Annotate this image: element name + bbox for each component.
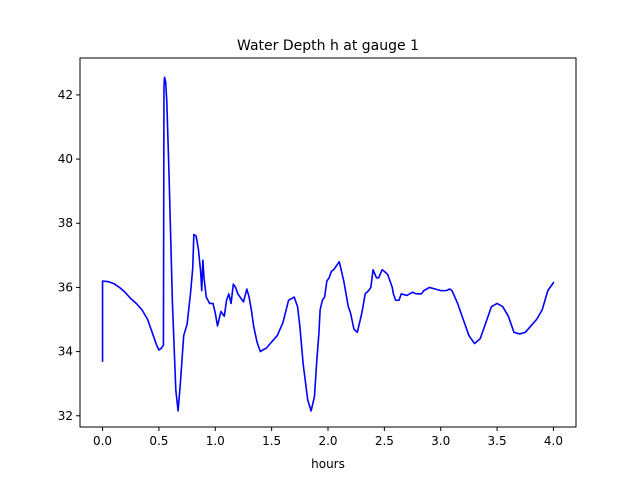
x-tick-label: 2.0 — [318, 434, 337, 448]
plot-area — [101, 76, 555, 412]
series-line-0 — [101, 76, 555, 412]
plot-frame — [79, 57, 577, 428]
x-tick-label: 4.0 — [544, 434, 563, 448]
x-tick-label: 3.5 — [488, 434, 507, 448]
x-tick-label: 2.5 — [375, 434, 394, 448]
y-tick-label: 36 — [58, 280, 73, 294]
chart-title: Water Depth h at gauge 1 — [237, 38, 419, 54]
x-tick-label: 1.5 — [262, 434, 281, 448]
x-tick-label: 0.0 — [93, 434, 112, 448]
x-tick-label: 1.0 — [206, 434, 225, 448]
axes: 0.0 0.5 1.0 1.5 2.0 2.5 3.0 3.5 4.0 32 34 36 38 40 42 — [58, 57, 577, 448]
y-tick-label: 42 — [58, 88, 73, 102]
y-tick-label: 40 — [58, 152, 73, 166]
y-tick-label: 38 — [58, 216, 73, 230]
y-tick-label: 34 — [58, 345, 73, 359]
x-axis-label: hours — [311, 457, 345, 471]
y-tick-label: 32 — [58, 409, 73, 423]
x-tick-label: 3.0 — [431, 434, 450, 448]
x-tick-label: 0.5 — [149, 434, 168, 448]
